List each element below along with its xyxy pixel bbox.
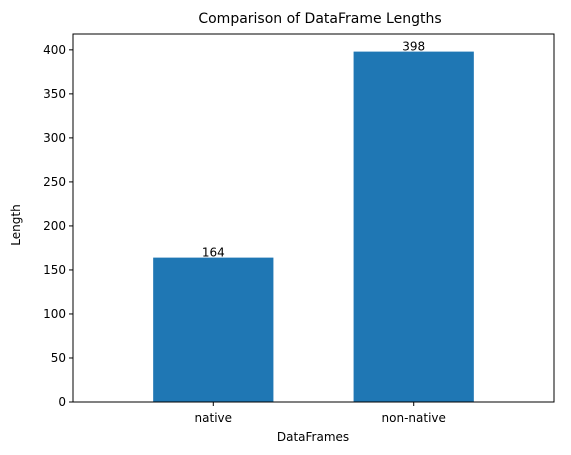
data-label-native: 164 (202, 246, 225, 260)
y-tick-label: 250 (43, 175, 66, 189)
bars (153, 51, 474, 402)
y-tick-label: 400 (43, 43, 66, 57)
x-tick-label-non-native: non-native (382, 411, 446, 425)
x-axis-label: DataFrames (277, 430, 349, 444)
x-axis: native non-native (195, 402, 446, 425)
plot-frame (72, 33, 555, 403)
chart-title: Comparison of DataFrame Lengths (198, 11, 441, 27)
y-tick-label: 350 (43, 87, 66, 101)
y-tick-label: 150 (43, 263, 66, 277)
data-labels: 164 398 (202, 40, 425, 260)
y-tick-label: 100 (43, 307, 66, 321)
y-tick-label: 200 (43, 219, 66, 233)
y-tick-label: 0 (58, 395, 66, 409)
bar-non-native (353, 51, 474, 402)
data-label-non-native: 398 (402, 40, 425, 54)
y-tick-label: 300 (43, 131, 66, 145)
y-axis: 0 50 100 150 200 250 300 350 400 (43, 43, 73, 409)
x-tick-label-native: native (195, 411, 232, 425)
y-tick-label: 50 (51, 351, 66, 365)
y-axis-label: Length (9, 204, 23, 245)
bar-native (153, 257, 274, 402)
